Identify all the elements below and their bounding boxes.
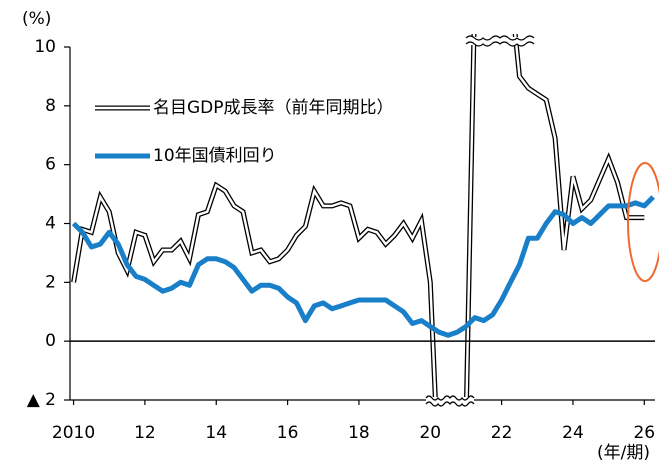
x-tick-label: 18 [348,423,370,443]
x-tick-label: 14 [205,423,227,443]
axis-break-wave [425,401,475,407]
x-tick-label: 26 [633,423,655,443]
y-tick-label: 0 [45,331,56,351]
series-line [71,34,645,400]
series-line [71,195,655,338]
x-tick-label: 2010 [52,423,95,443]
axis-break-wave [465,41,535,47]
axis-break [426,397,474,405]
y-tick-label: ▲ 2 [27,390,56,410]
y-tick-label: 4 [45,214,56,234]
axis-break-wave [465,35,535,41]
y-tick-label: 2 [45,272,56,292]
legend-label: 名目GDP成長率（前年同期比） [153,98,394,118]
plot-area [71,34,655,400]
x-tick-label: 24 [562,423,584,443]
x-tick-label: 16 [277,423,299,443]
y-tick-label: 6 [45,155,56,175]
axis-break [466,37,534,45]
x-tick-label: 22 [491,423,513,443]
series-line-inner [72,34,645,400]
y-tick-label: 8 [45,96,56,116]
x-tick-label: 20 [419,423,441,443]
y-tick-label: 10 [34,37,56,57]
legend-label: 10年国債利回り [153,146,277,166]
highlight-ellipse [627,162,659,282]
axis-break-wave [425,395,475,401]
x-tick-label: 12 [134,423,156,443]
x-unit-label: (年/期) [597,443,650,463]
y-unit-label: (%) [22,9,51,29]
